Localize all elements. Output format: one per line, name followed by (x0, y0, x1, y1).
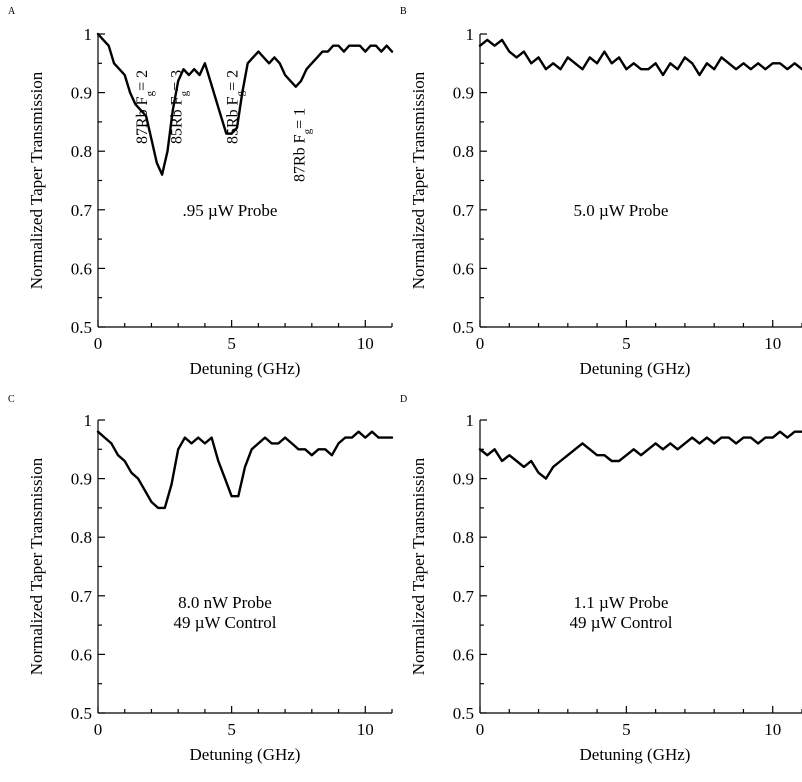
y-tick-label: 0.5 (453, 318, 474, 337)
x-tick-label: 10 (357, 334, 374, 353)
x-tick-label: 0 (94, 334, 103, 353)
panel-letter: D (400, 394, 407, 405)
y-tick-label: 0.7 (453, 201, 475, 220)
y-tick-label: 0.6 (71, 645, 92, 664)
x-tick-label: 5 (227, 334, 236, 353)
y-axis-title: Normalized Taper Transmission (409, 457, 428, 675)
y-tick-label: 0.5 (71, 318, 92, 337)
x-axis-title: Detuning (GHz) (190, 745, 301, 764)
x-axis-title: Detuning (GHz) (580, 359, 691, 378)
y-tick-label: 1 (84, 411, 93, 430)
series-line-0 (480, 40, 802, 75)
annotation-line: 49 µW Control (174, 613, 277, 632)
peak-label: 87Rb Fg= 2 (134, 70, 156, 144)
annotation-line: 5.0 µW Probe (574, 201, 669, 220)
y-axis-title: Normalized Taper Transmission (409, 71, 428, 289)
x-tick-label: 10 (764, 720, 781, 739)
annotation-line: 8.0 nW Probe (178, 593, 272, 612)
panel-letter: B (400, 6, 407, 17)
y-tick-label: 0.7 (71, 587, 93, 606)
y-tick-label: 0.5 (71, 704, 92, 723)
x-tick-label: 0 (476, 334, 485, 353)
y-tick-label: 0.6 (71, 259, 92, 278)
y-axis-title: Normalized Taper Transmission (27, 71, 46, 289)
y-tick-label: 0.8 (453, 528, 474, 547)
y-tick-label: 0.7 (453, 587, 475, 606)
annotation-line: 1.1 µW Probe (574, 593, 669, 612)
y-tick-label: 0.9 (453, 84, 474, 103)
y-tick-label: 0.6 (453, 259, 474, 278)
annotation-line: 49 µW Control (570, 613, 673, 632)
y-tick-label: 1 (84, 25, 93, 44)
y-tick-label: 1 (466, 25, 475, 44)
x-tick-label: 10 (764, 334, 781, 353)
panel-letter: C (8, 394, 15, 405)
peak-label: 87Rb Fg= 1 (291, 108, 313, 182)
y-tick-label: 0.9 (453, 470, 474, 489)
x-axis-title: Detuning (GHz) (190, 359, 301, 378)
y-tick-label: 0.8 (71, 142, 92, 161)
y-tick-label: 0.9 (71, 470, 92, 489)
y-tick-label: 0.6 (453, 645, 474, 664)
y-tick-label: 0.5 (453, 704, 474, 723)
series-line-0 (98, 432, 392, 508)
x-tick-label: 0 (476, 720, 485, 739)
y-tick-label: 0.9 (71, 84, 92, 103)
panel-letter: A (8, 6, 16, 17)
y-tick-label: 0.8 (453, 142, 474, 161)
x-tick-label: 10 (357, 720, 374, 739)
x-axis-title: Detuning (GHz) (580, 745, 691, 764)
peak-label: 85Rb Fg= 3 (169, 70, 191, 144)
y-tick-label: 0.8 (71, 528, 92, 547)
annotation-line: .95 µW Probe (183, 201, 278, 220)
y-axis-title: Normalized Taper Transmission (27, 457, 46, 675)
y-tick-label: 0.7 (71, 201, 93, 220)
x-tick-label: 0 (94, 720, 103, 739)
y-tick-label: 1 (466, 411, 475, 430)
x-tick-label: 5 (227, 720, 236, 739)
x-tick-label: 5 (622, 334, 631, 353)
x-tick-label: 5 (622, 720, 631, 739)
